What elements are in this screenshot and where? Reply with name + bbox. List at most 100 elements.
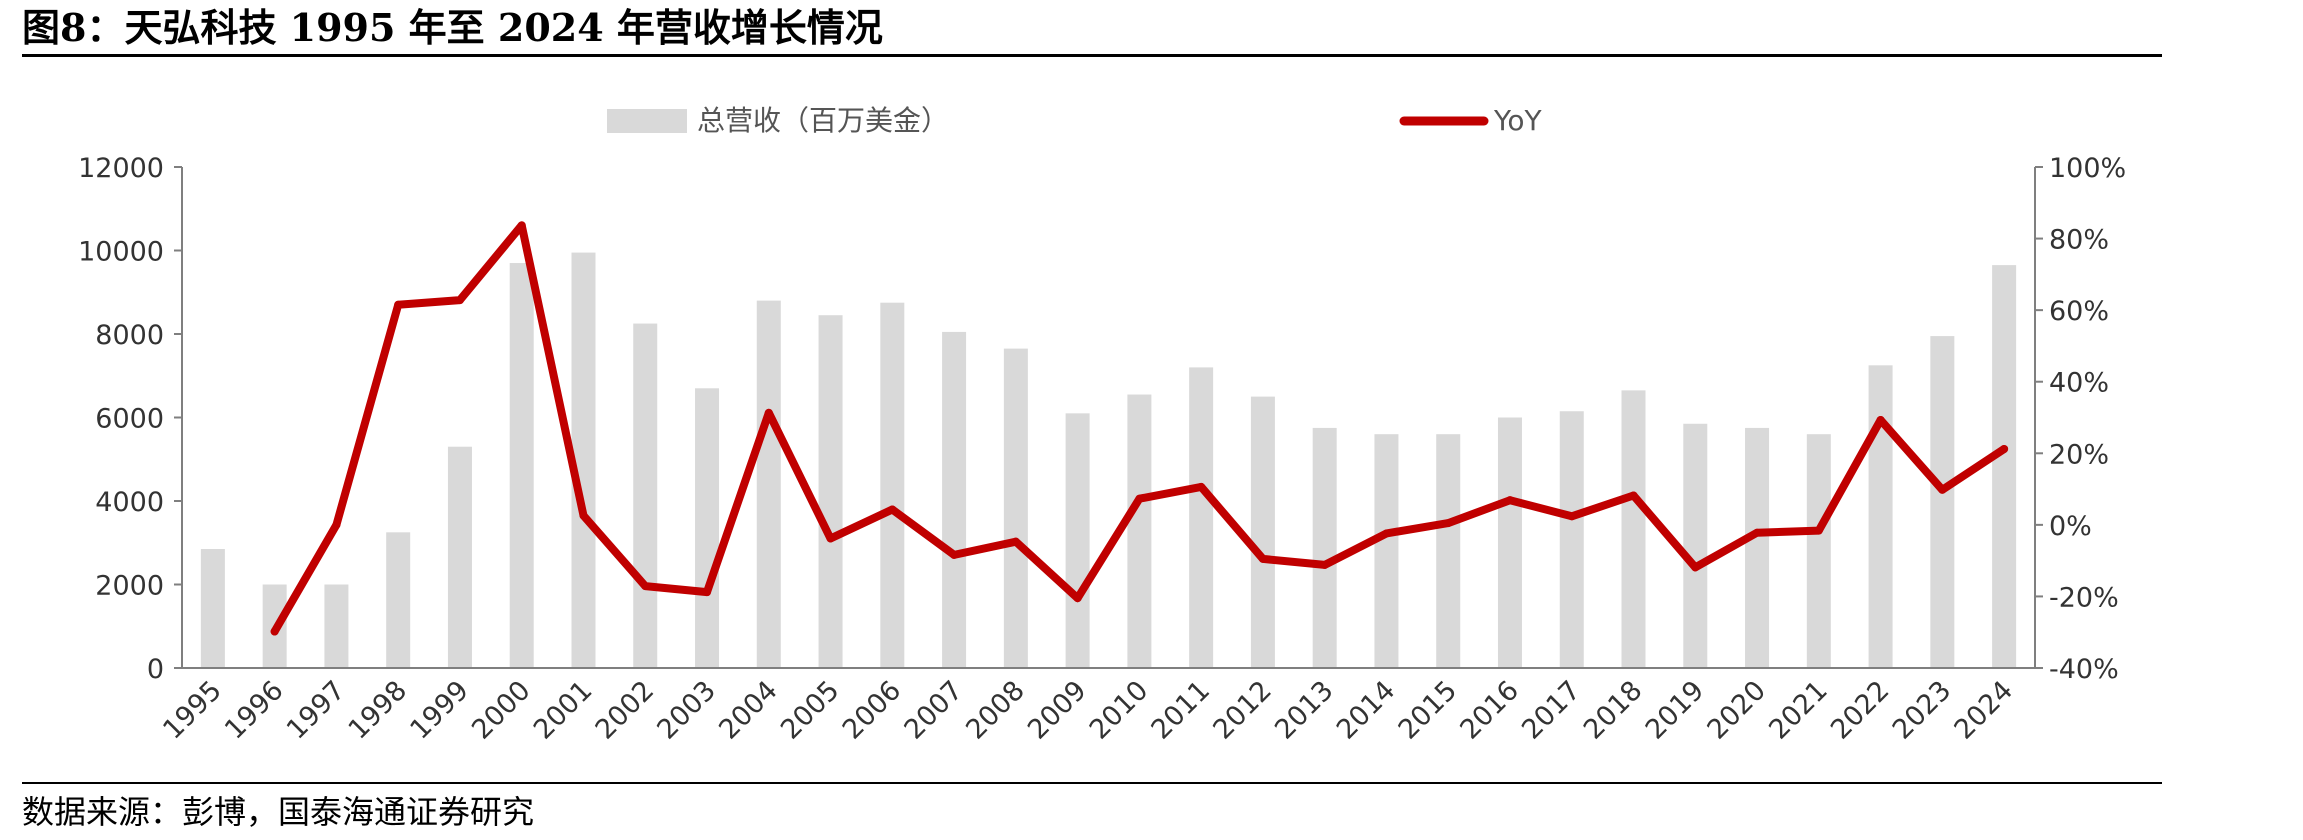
revenue-yoy-chart: 总营收（百万美金） YoY 0 2000 4000 6000 8000 10000 1200… bbox=[78, 104, 2126, 746]
revenue-bar-2007 bbox=[942, 331, 967, 668]
left-tick-label: 12000 bbox=[78, 153, 164, 184]
x-tick-label: 1997 bbox=[281, 675, 352, 746]
x-tick-label: 2017 bbox=[1516, 675, 1587, 746]
yoy-point-2008 bbox=[1011, 537, 1020, 546]
revenue-bar-2020 bbox=[1745, 427, 1770, 668]
bottom-rule bbox=[22, 782, 2162, 784]
yoy-point-2016 bbox=[1505, 496, 1514, 505]
x-tick-label: 2020 bbox=[1701, 675, 1772, 746]
yoy-point-1998 bbox=[394, 300, 403, 309]
revenue-bar-2015 bbox=[1436, 434, 1461, 668]
x-tick-label: 2022 bbox=[1825, 675, 1896, 746]
legend-line-label: YoY bbox=[1493, 104, 1543, 137]
yoy-point-2013 bbox=[1320, 560, 1329, 569]
yoy-point-2003 bbox=[703, 588, 712, 597]
x-tick-label: 2007 bbox=[899, 675, 970, 746]
x-tick-label: 2023 bbox=[1887, 675, 1958, 746]
yoy-point-2006 bbox=[888, 505, 897, 514]
revenue-bar-2000 bbox=[509, 263, 534, 668]
revenue-bar-2005 bbox=[818, 315, 843, 668]
x-tick-label: 1998 bbox=[343, 675, 414, 746]
x-tick-label: 1995 bbox=[157, 675, 228, 746]
revenue-bar-2002 bbox=[633, 323, 658, 668]
revenue-bar-2022 bbox=[1868, 365, 1893, 668]
revenue-bar-1995 bbox=[200, 549, 225, 668]
revenue-bar-2010 bbox=[1127, 394, 1152, 668]
x-tick-label: 2012 bbox=[1207, 675, 1278, 746]
legend: 总营收（百万美金） YoY bbox=[607, 104, 1543, 137]
x-tick-label: 2021 bbox=[1763, 675, 1834, 746]
x-tick-label: 2013 bbox=[1269, 675, 1340, 746]
yoy-point-2012 bbox=[1258, 554, 1267, 563]
x-tick-label: 2002 bbox=[590, 675, 661, 746]
yoy-point-2004 bbox=[764, 408, 773, 417]
legend-bar-swatch bbox=[607, 109, 687, 133]
yoy-point-2023 bbox=[1938, 485, 1947, 494]
x-tick-label: 1999 bbox=[404, 675, 475, 746]
revenue-bar-2017 bbox=[1559, 411, 1584, 668]
revenue-bar-2014 bbox=[1374, 434, 1399, 668]
x-axis: 1995199619971998199920002001200220032004… bbox=[157, 667, 2035, 746]
revenue-bar-1999 bbox=[447, 446, 472, 668]
revenue-bar-2023 bbox=[1930, 336, 1955, 668]
revenue-bar-2024 bbox=[1992, 265, 2017, 668]
x-tick-label: 2009 bbox=[1022, 675, 1093, 746]
x-tick-label: 2005 bbox=[775, 675, 846, 746]
revenue-bar-2013 bbox=[1312, 427, 1337, 668]
x-tick-label: 2010 bbox=[1084, 675, 1155, 746]
x-tick-label: 2018 bbox=[1578, 675, 1649, 746]
right-tick-label: 80% bbox=[2049, 225, 2109, 256]
x-tick-label: 2016 bbox=[1454, 675, 1525, 746]
x-tick-label: 2006 bbox=[837, 675, 908, 746]
revenue-bar-2008 bbox=[1003, 348, 1028, 668]
right-axis: -40% -20% 0% 20% 40% 60% 80% 100% bbox=[2034, 153, 2126, 685]
revenue-bar-2011 bbox=[1189, 367, 1214, 668]
yoy-point-2002 bbox=[641, 582, 650, 591]
source-note: 数据来源：彭博，国泰海通证券研究 bbox=[22, 793, 535, 831]
yoy-point-2001 bbox=[579, 511, 588, 520]
yoy-point-2018 bbox=[1629, 491, 1638, 500]
revenue-bar-2016 bbox=[1497, 417, 1522, 668]
left-tick-label: 6000 bbox=[95, 404, 164, 435]
right-tick-label: 20% bbox=[2049, 439, 2109, 470]
yoy-point-2020 bbox=[1753, 528, 1762, 537]
right-tick-label: 100% bbox=[2049, 153, 2126, 184]
revenue-bar-2006 bbox=[880, 302, 905, 668]
yoy-point-2017 bbox=[1567, 512, 1576, 521]
right-tick-label: -20% bbox=[2049, 582, 2119, 613]
yoy-point-2010 bbox=[1135, 494, 1144, 503]
yoy-point-1996 bbox=[270, 627, 279, 636]
yoy-point-2022 bbox=[1876, 416, 1885, 425]
x-tick-label: 2015 bbox=[1393, 675, 1464, 746]
figure-title: 图8：天弘科技 1995 年至 2024 年营收增长情况 bbox=[22, 5, 883, 50]
x-tick-label: 2001 bbox=[528, 675, 599, 746]
yoy-point-2009 bbox=[1073, 594, 1082, 603]
legend-bar-label: 总营收（百万美金） bbox=[697, 104, 949, 137]
x-tick-label: 2019 bbox=[1640, 675, 1711, 746]
right-tick-label: 0% bbox=[2049, 511, 2092, 542]
yoy-point-2024 bbox=[2000, 444, 2009, 453]
yoy-point-1999 bbox=[455, 296, 464, 305]
left-tick-label: 0 bbox=[147, 654, 164, 685]
yoy-point-2021 bbox=[1814, 526, 1823, 535]
left-tick-label: 2000 bbox=[95, 571, 164, 602]
yoy-point-2019 bbox=[1691, 563, 1700, 572]
revenue-bar-2021 bbox=[1806, 434, 1831, 668]
right-tick-label: 60% bbox=[2049, 296, 2109, 327]
right-tick-label: -40% bbox=[2049, 654, 2119, 685]
yoy-line-layer bbox=[270, 221, 2009, 636]
revenue-bar-1997 bbox=[324, 584, 349, 668]
revenue-bar-2012 bbox=[1250, 396, 1275, 668]
yoy-point-2005 bbox=[826, 534, 835, 543]
revenue-bar-1998 bbox=[386, 532, 411, 668]
x-tick-label: 2014 bbox=[1331, 675, 1402, 746]
left-tick-label: 10000 bbox=[78, 237, 164, 268]
x-tick-label: 2003 bbox=[651, 675, 722, 746]
left-tick-label: 4000 bbox=[95, 487, 164, 518]
left-tick-label: 8000 bbox=[95, 320, 164, 351]
yoy-point-2011 bbox=[1197, 482, 1206, 491]
right-tick-label: 40% bbox=[2049, 368, 2109, 399]
x-tick-label: 2004 bbox=[713, 675, 784, 746]
x-tick-label: 2024 bbox=[1949, 675, 2020, 746]
x-tick-label: 2008 bbox=[960, 675, 1031, 746]
